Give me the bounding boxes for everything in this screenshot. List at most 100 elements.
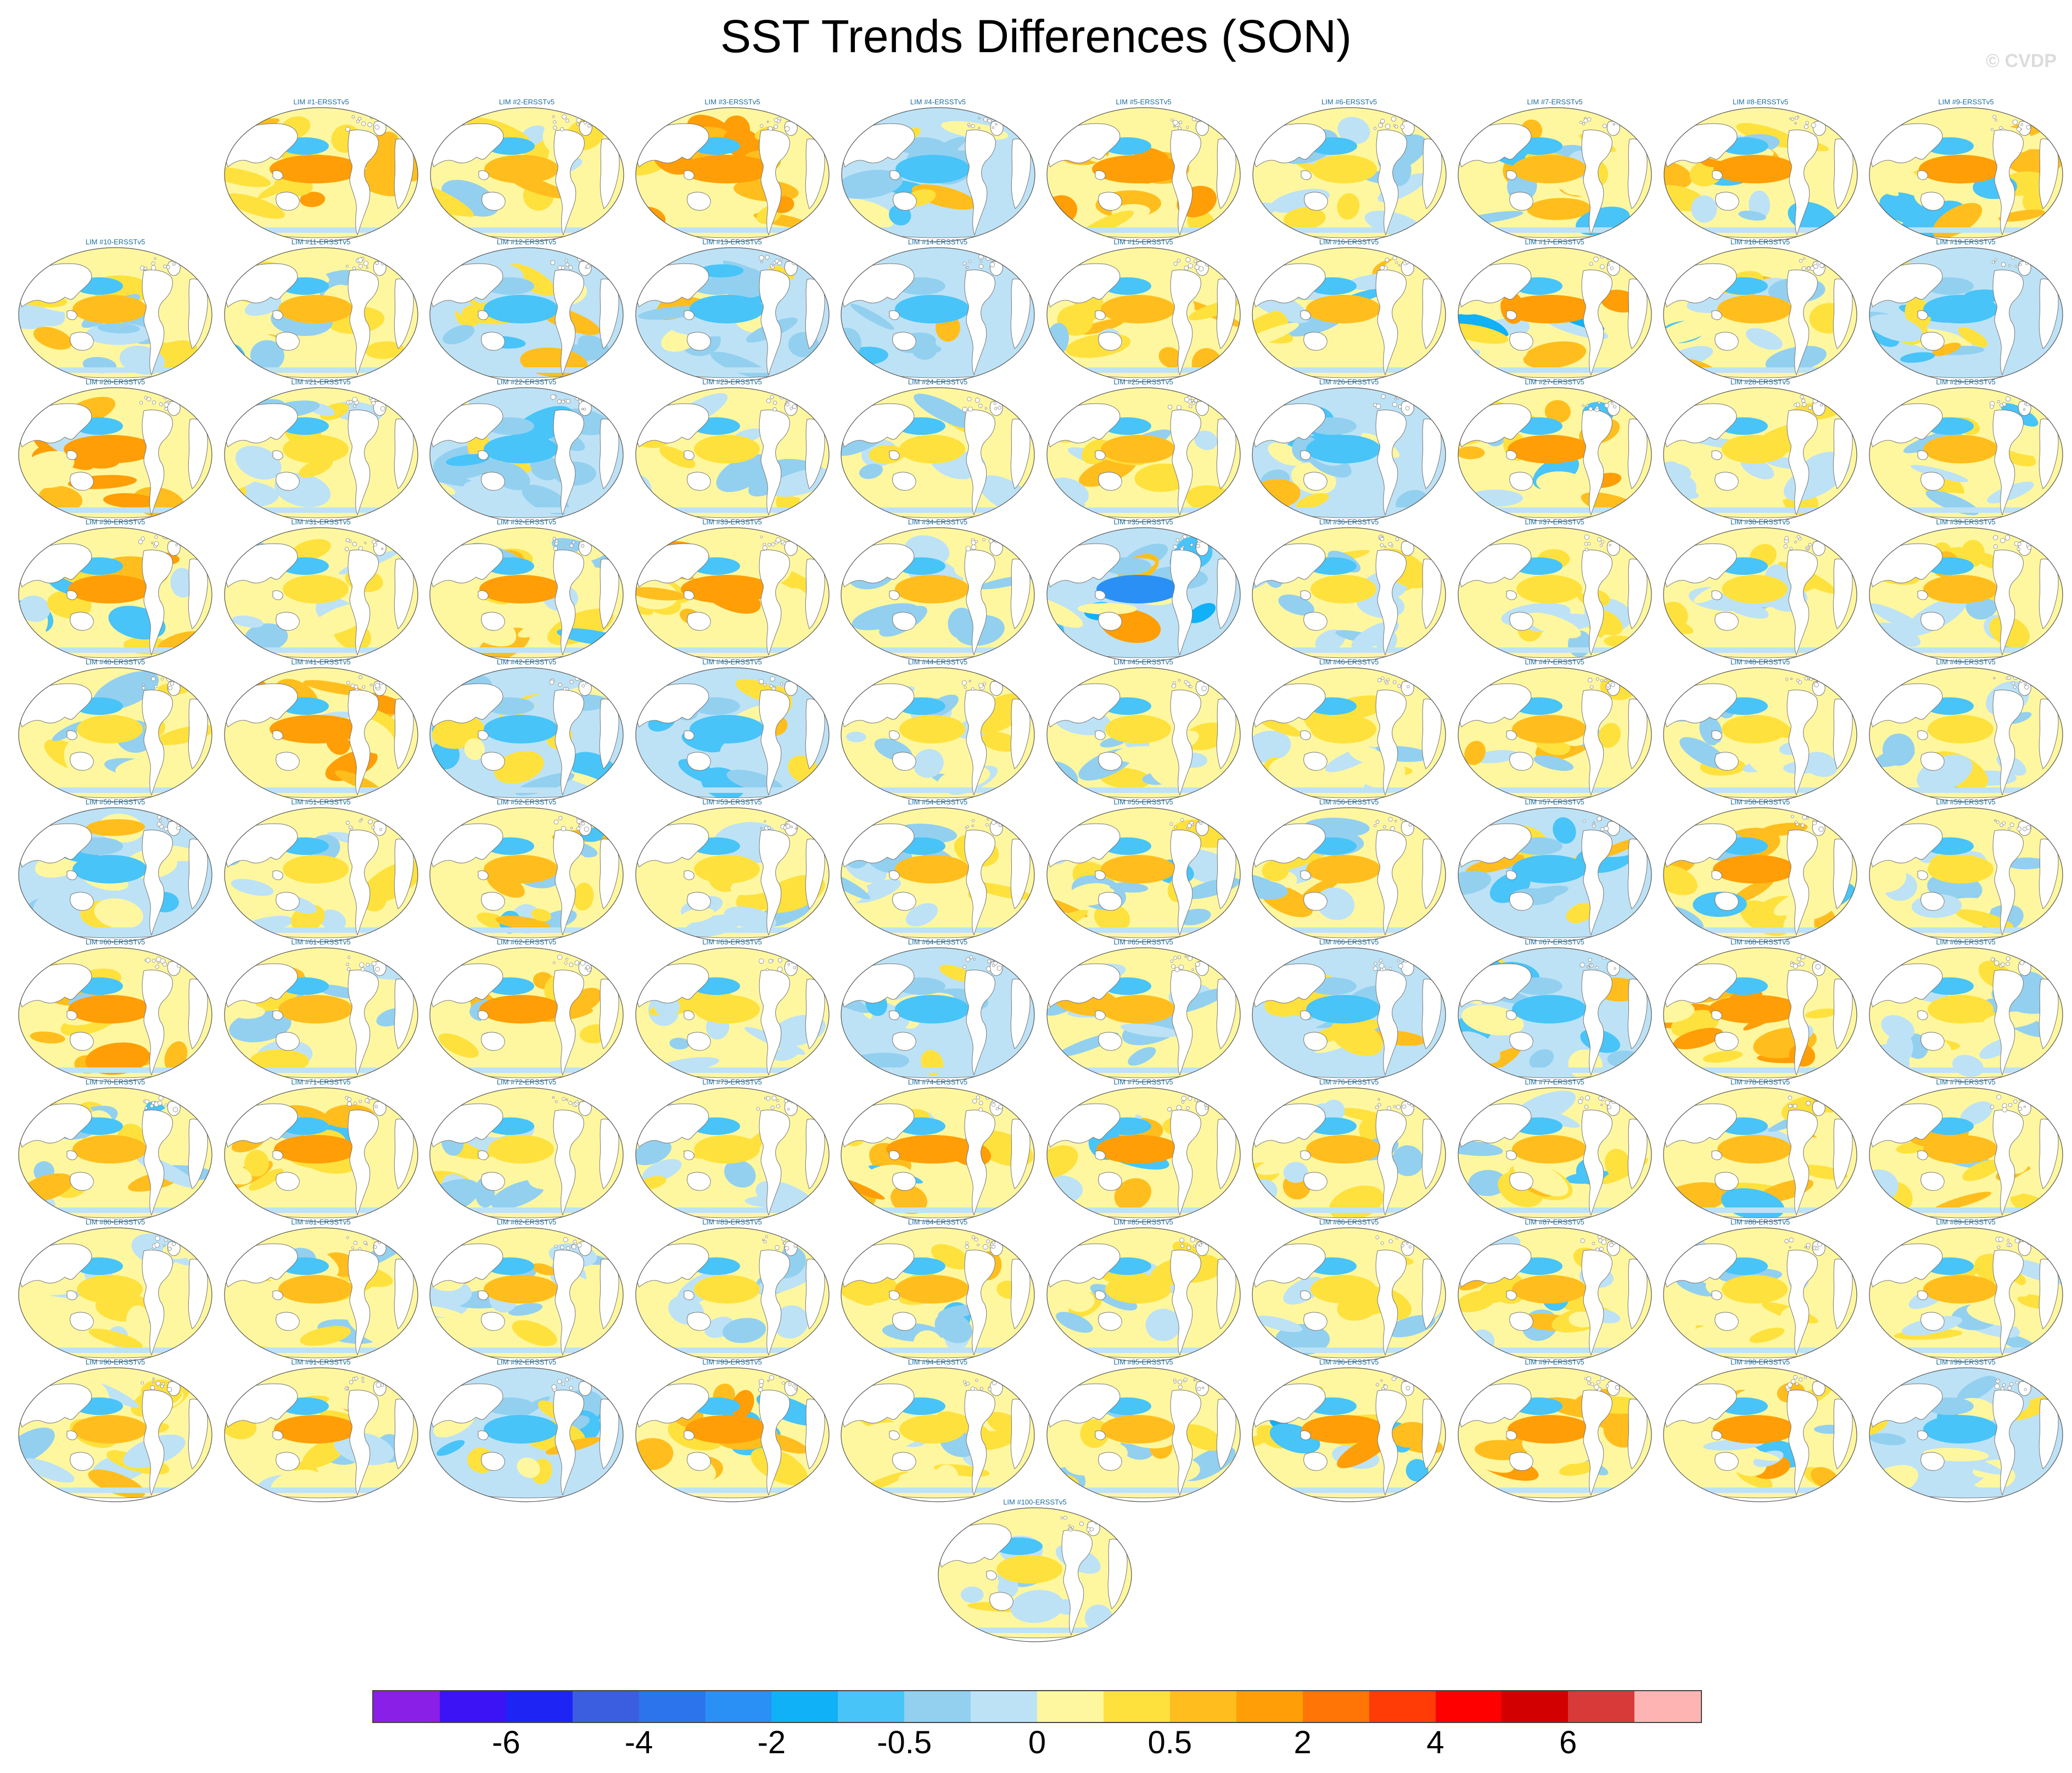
map-panel: LIM #40-ERSSTv5: [16, 658, 214, 804]
map-panel-label: LIM #51-ERSSTv5: [291, 798, 351, 806]
sst-trend-map: [1046, 807, 1241, 942]
map-panel: LIM #39-ERSSTv5: [1867, 518, 2065, 664]
sst-trend-map: [1046, 387, 1241, 522]
map-panel: LIM #8-ERSSTv5: [1662, 98, 1860, 244]
map-panel: LIM #96-ERSSTv5: [1250, 1358, 1448, 1504]
sst-trend-map: [429, 807, 624, 942]
map-panel: LIM #13-ERSSTv5: [634, 238, 831, 384]
map-panel-label: LIM #93-ERSSTv5: [702, 1358, 762, 1366]
sst-trend-map: [1663, 1087, 1857, 1222]
sst-trend-map: [223, 1087, 418, 1222]
map-panel: LIM #94-ERSSTv5: [839, 1358, 1037, 1504]
map-panel-label: LIM #37-ERSSTv5: [1525, 518, 1584, 526]
map-panel: LIM #27-ERSSTv5: [1456, 378, 1654, 524]
map-panel-label: LIM #24-ERSSTv5: [908, 378, 968, 386]
map-panel: LIM #24-ERSSTv5: [839, 378, 1037, 524]
map-panel: LIM #76-ERSSTv5: [1250, 1078, 1448, 1224]
map-panel-label: LIM #44-ERSSTv5: [908, 658, 968, 666]
map-panel-label: LIM #26-ERSSTv5: [1319, 378, 1379, 386]
map-panel: LIM #57-ERSSTv5: [1456, 798, 1654, 944]
colorbar-tick-label: 0: [1028, 1725, 1046, 1760]
map-panel: LIM #23-ERSSTv5: [634, 378, 831, 524]
map-panel-label: LIM #18-ERSSTv5: [1730, 238, 1790, 246]
map-panel: LIM #63-ERSSTv5: [634, 938, 831, 1084]
map-panel-grid: LIM #1-ERSSTv5 LIM #2-ERSSTv5 LIM #3-ERSST…: [16, 98, 2065, 1642]
sst-trend-map: [635, 1367, 830, 1502]
map-panel: LIM #20-ERSSTv5: [16, 378, 214, 524]
map-panel: LIM #88-ERSSTv5: [1661, 1218, 1859, 1364]
sst-trend-map: [1663, 1367, 1857, 1502]
map-panel: LIM #77-ERSSTv5: [1456, 1078, 1654, 1224]
sst-trend-map: [841, 387, 1035, 522]
map-panel: LIM #79-ERSSTv5: [1867, 1078, 2065, 1224]
map-panel: LIM #16-ERSSTv5: [1250, 238, 1448, 384]
map-panel-label: LIM #81-ERSSTv5: [291, 1218, 351, 1226]
sst-trend-map: [1869, 107, 2063, 242]
sst-trend-map: [1457, 527, 1652, 662]
map-panel-label: LIM #82-ERSSTv5: [496, 1218, 557, 1226]
map-panel: LIM #17-ERSSTv5: [1456, 238, 1654, 384]
colorbar-segment: [1369, 1691, 1436, 1722]
sst-trend-map: [841, 1227, 1035, 1362]
map-panel: LIM #55-ERSSTv5: [1045, 798, 1242, 944]
map-panel: LIM #19-ERSSTv5: [1867, 238, 2065, 384]
sst-trend-map: [1868, 527, 2063, 662]
map-panel: LIM #37-ERSSTv5: [1456, 518, 1654, 664]
sst-trend-map: [223, 387, 418, 522]
map-panel: LIM #9-ERSSTv5: [1867, 98, 2065, 244]
map-panel: LIM #58-ERSSTv5: [1661, 798, 1859, 944]
map-panel: LIM #45-ERSSTv5: [1045, 658, 1242, 804]
map-panel-label: LIM #71-ERSSTv5: [291, 1078, 351, 1086]
map-panel: LIM #5-ERSSTv5: [1045, 98, 1242, 244]
map-panel: LIM #97-ERSSTv5: [1456, 1358, 1654, 1504]
sst-trend-map: [635, 667, 830, 802]
sst-trend-map: [1663, 247, 1857, 382]
sst-trend-map: [1457, 667, 1652, 802]
map-panel-label: LIM #14-ERSSTv5: [908, 238, 968, 246]
map-panel: LIM #43-ERSSTv5: [634, 658, 831, 804]
colorbar-segment: [1568, 1691, 1635, 1722]
map-panel: LIM #82-ERSSTv5: [428, 1218, 625, 1364]
map-panel: LIM #7-ERSSTv5: [1456, 98, 1654, 244]
colorbar-tick-label: 4: [1426, 1725, 1444, 1760]
map-panel-label: LIM #85-ERSSTv5: [1113, 1218, 1173, 1226]
map-panel-label: LIM #9-ERSSTv5: [1938, 98, 1994, 106]
map-panel-label: LIM #53-ERSSTv5: [702, 798, 762, 806]
map-panel-label: LIM #91-ERSSTv5: [291, 1358, 351, 1366]
colorbar-segment: [506, 1691, 573, 1722]
map-panel: LIM #73-ERSSTv5: [634, 1078, 831, 1224]
copyright-watermark: © CVDP: [1986, 51, 2057, 71]
map-panel-label: LIM #59-ERSSTv5: [1936, 798, 1996, 806]
sst-trend-map: [1457, 1087, 1652, 1222]
map-panel: LIM #91-ERSSTv5: [222, 1358, 420, 1504]
map-panel-label: LIM #39-ERSSTv5: [1936, 518, 1996, 526]
map-panel: LIM #90-ERSSTv5: [16, 1358, 214, 1504]
sst-trend-map: [635, 247, 830, 382]
map-panel: LIM #2-ERSSTv5: [428, 98, 626, 244]
map-panel-label: LIM #54-ERSSTv5: [908, 798, 968, 806]
map-panel-label: LIM #84-ERSSTv5: [908, 1218, 968, 1226]
sst-trend-map: [1458, 107, 1652, 242]
map-panel-label: LIM #77-ERSSTv5: [1525, 1078, 1584, 1086]
map-panel-label: LIM #76-ERSSTv5: [1319, 1078, 1379, 1086]
sst-trend-map: [18, 947, 212, 1082]
map-panel-label: LIM #21-ERSSTv5: [291, 378, 351, 386]
map-panel: LIM #26-ERSSTv5: [1250, 378, 1448, 524]
map-panel: LIM #50-ERSSTv5: [16, 798, 214, 944]
colorbar-segment: [1302, 1691, 1369, 1722]
map-panel-label: LIM #72-ERSSTv5: [496, 1078, 557, 1086]
map-panel: LIM #51-ERSSTv5: [222, 798, 420, 944]
colorbar-segment: [705, 1691, 772, 1722]
map-panel-label: LIM #58-ERSSTv5: [1730, 798, 1790, 806]
sst-trend-map: [223, 1367, 418, 1502]
map-panel-label: LIM #42-ERSSTv5: [496, 658, 557, 666]
map-panel: LIM #49-ERSSTv5: [1867, 658, 2065, 804]
map-panel: LIM #38-ERSSTv5: [1661, 518, 1859, 664]
map-panel: LIM #48-ERSSTv5: [1661, 658, 1859, 804]
map-panel: LIM #92-ERSSTv5: [428, 1358, 625, 1504]
colorbar-segment: [1103, 1691, 1170, 1722]
colorbar-segment: [1435, 1691, 1502, 1722]
sst-trend-map: [429, 247, 624, 382]
map-panel: LIM #34-ERSSTv5: [839, 518, 1037, 664]
colorbar-tick-label: 2: [1293, 1725, 1312, 1760]
